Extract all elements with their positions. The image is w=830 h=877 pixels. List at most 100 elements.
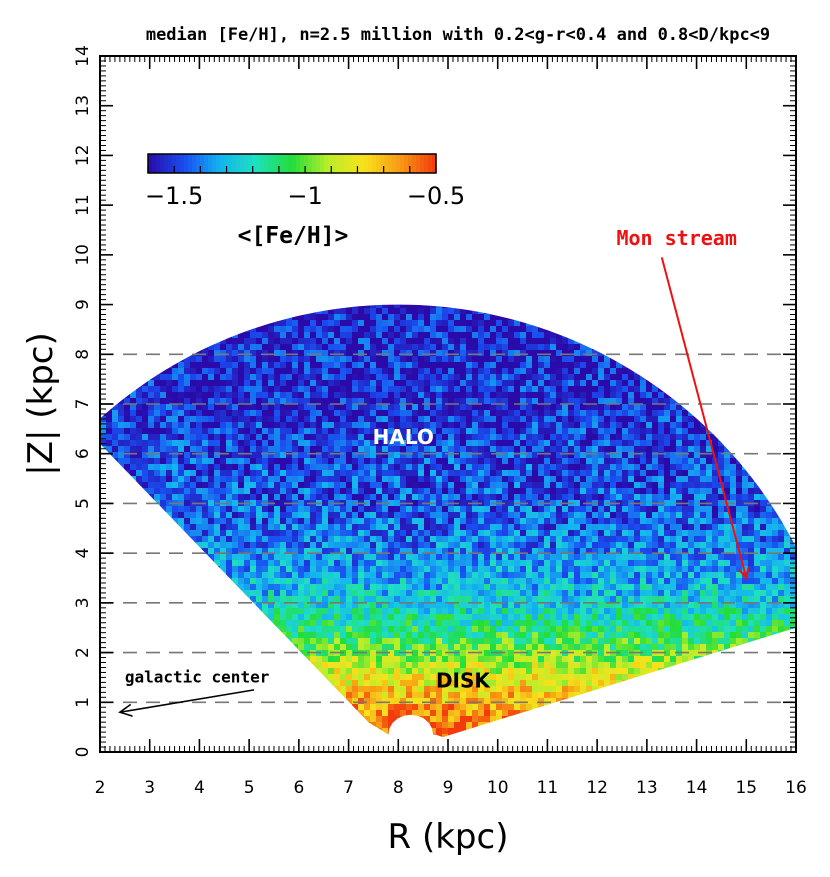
heatmap-cell [202,218,208,224]
heatmap-cell [448,304,454,308]
heatmap-cell [730,260,736,266]
heatmap-cell [718,308,724,314]
heatmap-cell [604,68,610,74]
heatmap-cell [124,304,130,308]
heatmap-cell [706,284,712,290]
heatmap-cell [730,200,736,206]
heatmap-cell [466,170,472,176]
heatmap-cell [196,224,202,230]
heatmap-cell [520,260,526,266]
heatmap-cell [550,182,556,188]
heatmap-cell [700,272,706,278]
heatmap-cell [598,218,604,224]
heatmap-cell [520,152,526,158]
heatmap-cell [580,80,586,86]
heatmap-cell [118,266,124,272]
heatmap-cell [136,164,142,170]
heatmap-cell [448,146,454,152]
heatmap-cell [718,284,724,290]
heatmap-cell [478,170,484,176]
heatmap-cell [616,260,622,266]
heatmap-cell [400,218,406,224]
heatmap-cell [412,62,418,68]
heatmap-cell [154,92,160,98]
heatmap-cell [724,146,730,152]
heatmap-cell [280,278,286,284]
heatmap-cell [688,104,694,110]
heatmap-cell [490,170,496,176]
heatmap-cell [436,266,442,272]
heatmap-cell [388,230,394,236]
heatmap-cell [490,104,496,110]
heatmap-cell [310,272,316,278]
heatmap-cell [502,176,508,182]
heatmap-cell [688,134,694,140]
heatmap-cell [700,104,706,110]
heatmap-cell [622,134,628,140]
heatmap-cell [670,134,676,140]
heatmap-cell [442,98,448,104]
heatmap-cell [508,248,514,254]
heatmap-cell [538,104,544,110]
heatmap-cell [646,254,652,260]
heatmap-cell [688,98,694,104]
heatmap-cell [646,116,652,122]
heatmap-cell [736,200,742,206]
heatmap-cell [382,110,388,116]
heatmap-cell [352,272,358,278]
heatmap-cell [478,254,484,260]
heatmap-cell [640,260,646,266]
heatmap-cell [286,116,292,122]
heatmap-cell [160,260,166,266]
heatmap-cell [604,146,610,152]
heatmap-cell [454,122,460,128]
heatmap-cell [370,188,376,194]
heatmap-cell [478,152,484,158]
heatmap-cell [130,304,136,308]
heatmap-cell [628,134,634,140]
heatmap-cell [322,272,328,278]
heatmap-cell [394,230,400,236]
heatmap-cell [700,140,706,146]
heatmap-cell [454,104,460,110]
heatmap-cell [244,194,250,200]
heatmap-cell [610,134,616,140]
heatmap-cell [322,104,328,110]
heatmap-cell [748,284,754,290]
heatmap-cell [376,86,382,92]
heatmap-cell [130,80,136,86]
heatmap-cell [238,122,244,128]
heatmap-cell [418,116,424,122]
heatmap-cell [280,206,286,212]
heatmap-cell [520,218,526,224]
heatmap-cell [286,146,292,152]
heatmap-cell [124,116,130,122]
heatmap-cell [784,188,790,194]
heatmap-cell [556,140,562,146]
heatmap-cell [406,260,412,266]
heatmap-cell [364,284,370,290]
heatmap-cell [340,278,346,284]
heatmap-cell [208,218,214,224]
heatmap-cell [730,98,736,104]
heatmap-cell [376,284,382,290]
heatmap-cell [316,140,322,146]
heatmap-cell [196,254,202,260]
heatmap-cell [604,188,610,194]
heatmap-cell [724,68,730,74]
heatmap-cell [202,272,208,278]
heatmap-cell [556,104,562,110]
heatmap-cell [700,266,706,272]
heatmap-cell [244,254,250,260]
heatmap-cell [682,134,688,140]
heatmap-cell [208,80,214,86]
heatmap-cell [760,140,766,146]
heatmap-cell [544,284,550,290]
heatmap-cell [394,128,400,134]
heatmap-cell [616,86,622,92]
heatmap-cell [112,134,118,140]
heatmap-cell [286,98,292,104]
heatmap-cell [472,146,478,152]
heatmap-cell [148,230,154,236]
heatmap-cell [232,304,238,308]
